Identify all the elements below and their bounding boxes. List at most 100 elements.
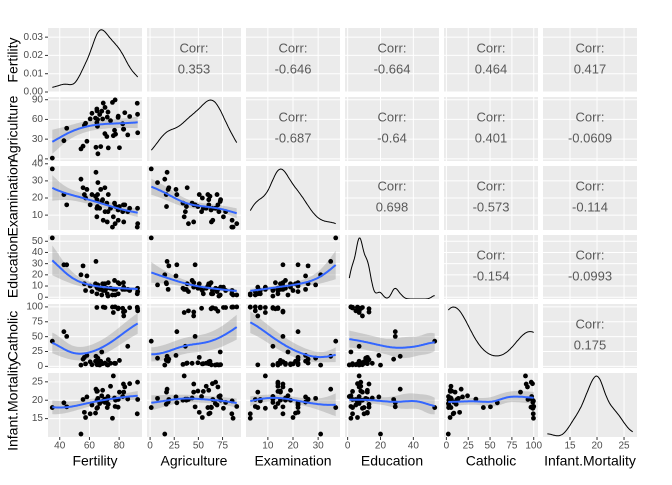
panel-layer (247, 304, 339, 368)
y-tick-label: 20 (32, 193, 44, 204)
point (199, 195, 205, 201)
y-tick-label: 50 (32, 331, 44, 342)
point (214, 192, 220, 197)
y-tick-label: 60 (32, 114, 44, 125)
point (205, 192, 211, 197)
panel-layer (447, 306, 534, 357)
panel (147, 97, 241, 161)
panel: Corr: -0.0993 (543, 235, 637, 299)
density-curve (249, 168, 336, 225)
point (366, 306, 372, 312)
point (115, 280, 121, 286)
point (78, 362, 84, 368)
panel-layer (148, 304, 240, 368)
smooth-line (52, 394, 138, 409)
smooth-line (150, 185, 238, 215)
panel-layer (148, 235, 240, 299)
point (318, 431, 324, 437)
point (165, 187, 171, 192)
point (216, 209, 222, 215)
point (206, 411, 212, 417)
panel (345, 373, 439, 437)
smooth-line (249, 321, 336, 359)
point (135, 205, 140, 211)
point (358, 388, 364, 394)
point (134, 291, 140, 297)
point (78, 146, 84, 152)
point (203, 383, 209, 389)
x-tick-label: 75 (217, 441, 229, 452)
point (234, 304, 240, 310)
corr-value: -0.573 (473, 199, 510, 214)
panel-background (147, 28, 241, 92)
point (531, 415, 536, 421)
point (102, 131, 108, 137)
corr-label: Corr: (576, 40, 605, 55)
y-tick-label: 0 (37, 292, 43, 303)
point (216, 293, 222, 299)
point (199, 288, 205, 293)
corr-label: Corr: (279, 109, 308, 124)
point (208, 306, 214, 312)
point (164, 353, 170, 359)
point (121, 381, 126, 387)
point (89, 192, 95, 197)
point (262, 310, 268, 315)
point (95, 151, 101, 157)
point (191, 389, 197, 395)
panel-background (147, 97, 241, 161)
point (376, 352, 382, 358)
density-curve (547, 375, 633, 437)
smooth-ribbon (52, 116, 138, 154)
corr-label: Corr: (378, 40, 407, 55)
point (162, 362, 168, 368)
point (192, 333, 198, 339)
point (221, 284, 226, 290)
panel: Corr: 0.417 (543, 28, 637, 93)
x-tick-label: 0 (147, 441, 153, 452)
point (191, 280, 197, 286)
point (218, 197, 224, 203)
point (275, 401, 281, 406)
y-tick-label: 40 (32, 158, 44, 169)
point (221, 214, 226, 220)
point (83, 361, 88, 367)
point (135, 111, 140, 117)
panel (147, 163, 241, 230)
point (488, 404, 493, 410)
point (87, 359, 93, 365)
x-tick-label: 75 (506, 441, 518, 452)
point (350, 362, 355, 368)
point (93, 144, 99, 150)
point (94, 106, 100, 112)
point (528, 404, 534, 410)
point (112, 97, 118, 103)
panel-background (543, 28, 637, 92)
point (181, 310, 187, 315)
point (356, 373, 362, 379)
y-tick-label: 0.03 (24, 32, 44, 43)
point (112, 278, 117, 283)
point (134, 224, 140, 230)
point (262, 305, 268, 310)
column-label: Examination (254, 453, 331, 469)
point (392, 333, 398, 339)
point (174, 329, 180, 335)
point (229, 304, 235, 310)
point (305, 263, 311, 269)
panel-layer (150, 99, 238, 151)
point (208, 280, 214, 286)
point (255, 389, 261, 395)
panel: Corr: 0.401 (444, 97, 538, 161)
panel: Corr: -0.664 (345, 28, 439, 93)
point (93, 169, 99, 175)
smooth-ribbon (52, 313, 138, 361)
panel (444, 304, 538, 368)
density-curve (447, 306, 534, 357)
point (94, 405, 100, 411)
point (81, 409, 87, 415)
point (392, 329, 398, 335)
point (192, 262, 198, 268)
panel-layer (247, 235, 339, 299)
